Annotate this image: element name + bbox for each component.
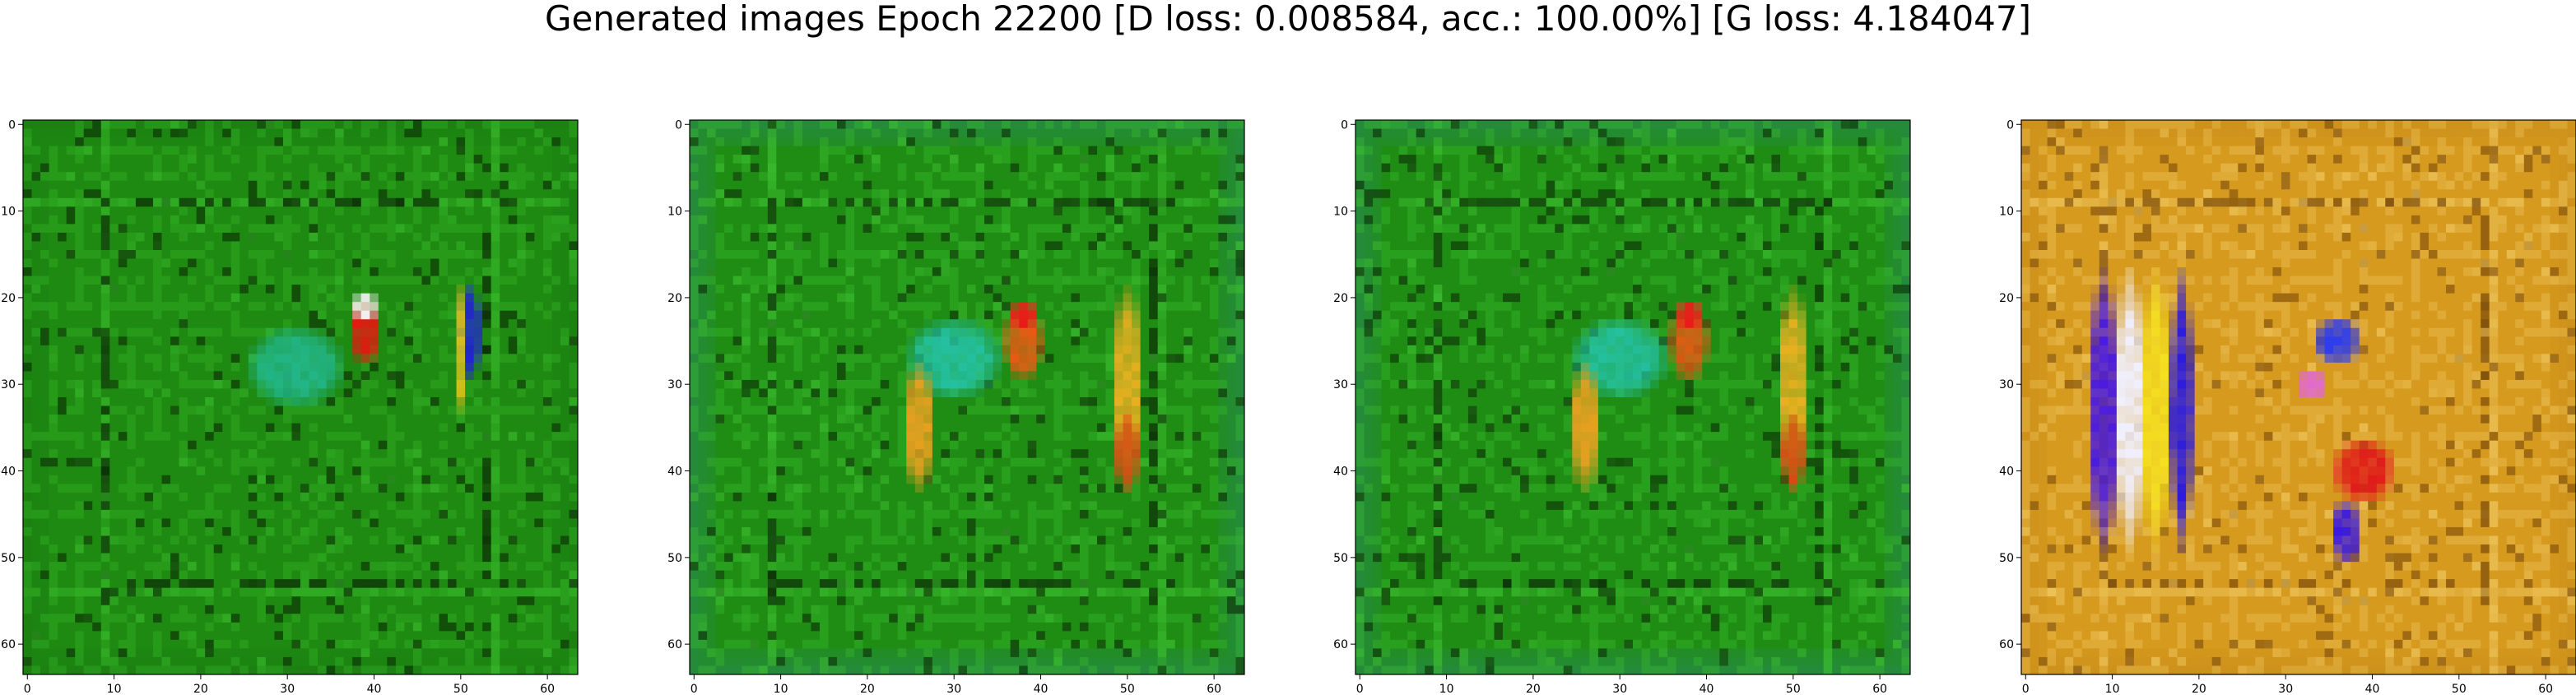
y-tick-label: 50 — [1333, 552, 1348, 565]
x-tick-label: 30 — [946, 683, 961, 695]
y-tick-label: 10 — [1999, 206, 2014, 219]
y-tick-label: 40 — [667, 466, 682, 479]
y-tick-label: 10 — [667, 206, 682, 219]
y-tick-label: 50 — [667, 552, 682, 565]
x-tick-label: 30 — [1612, 683, 1627, 695]
x-tick-label: 0 — [24, 683, 31, 695]
y-tick-label: 20 — [1, 292, 16, 305]
y-tick-label: 20 — [667, 292, 682, 305]
x-tick-label: 30 — [280, 683, 295, 695]
x-tick-label: 10 — [2105, 683, 2120, 695]
generated-image-4 — [2021, 120, 2576, 675]
y-tick-label: 0 — [2006, 118, 2014, 132]
x-tick-label: 30 — [2278, 683, 2293, 695]
x-tick-label: 0 — [690, 683, 698, 695]
y-tick-label: 30 — [1999, 378, 2014, 392]
y-tick-label: 60 — [1, 638, 16, 651]
x-tick-label: 20 — [1526, 683, 1541, 695]
x-tick-label: 50 — [2452, 683, 2467, 695]
y-tick-label: 30 — [1, 378, 16, 392]
x-tick-label: 0 — [2022, 683, 2030, 695]
y-tick-label: 50 — [1999, 552, 2014, 565]
y-tick-label: 60 — [1999, 638, 2014, 651]
x-tick-label: 20 — [2192, 683, 2206, 695]
axes-frame — [22, 119, 579, 675]
generated-image-1 — [23, 120, 579, 675]
y-tick-label: 20 — [1999, 292, 2014, 305]
x-tick-label: 40 — [1034, 683, 1049, 695]
y-tick-label: 0 — [675, 118, 682, 132]
y-tick-label: 30 — [667, 378, 682, 392]
x-tick-label: 50 — [1786, 683, 1801, 695]
axes-frame — [1355, 119, 1911, 675]
subplot-1: 0 10 20 30 40 50 60 0 10 20 30 40 50 60 — [1, 118, 579, 695]
generated-image-2 — [690, 120, 1245, 675]
x-tick-label: 60 — [2538, 683, 2553, 695]
x-tick-label: 50 — [453, 683, 468, 695]
subplot-4: 0 10 20 30 40 50 60 0 10 20 30 40 50 60 — [1999, 118, 2576, 695]
x-tick-label: 10 — [107, 683, 122, 695]
x-tick-label: 40 — [1700, 683, 1714, 695]
y-tick-label: 0 — [8, 118, 16, 132]
x-tick-label: 40 — [2365, 683, 2380, 695]
subplot-3: 0 10 20 30 40 50 60 0 10 20 30 40 50 60 — [1333, 118, 1911, 695]
y-tick-label: 10 — [1333, 206, 1348, 219]
figure-title: Generated images Epoch 22200 [D loss: 0.… — [544, 0, 2032, 39]
y-tick-label: 40 — [1, 466, 16, 479]
y-tick-label: 20 — [1333, 292, 1348, 305]
x-tick-label: 20 — [193, 683, 208, 695]
x-tick-label: 40 — [367, 683, 382, 695]
axes-frame — [2020, 119, 2576, 675]
y-tick-label: 40 — [1333, 466, 1348, 479]
y-tick-label: 60 — [1333, 638, 1348, 651]
x-tick-label: 60 — [1872, 683, 1887, 695]
y-tick-label: 10 — [1, 206, 16, 219]
x-tick-label: 10 — [774, 683, 788, 695]
x-tick-label: 60 — [1207, 683, 1221, 695]
x-tick-label: 60 — [540, 683, 555, 695]
subplot-2: 0 10 20 30 40 50 60 0 10 20 30 40 50 60 — [667, 118, 1245, 695]
generated-image-3 — [1355, 120, 1911, 675]
y-tick-label: 40 — [1999, 466, 2014, 479]
y-tick-label: 0 — [1341, 118, 1348, 132]
y-tick-label: 50 — [1, 552, 16, 565]
x-tick-label: 10 — [1439, 683, 1454, 695]
x-tick-label: 0 — [1356, 683, 1364, 695]
y-tick-label: 60 — [667, 638, 682, 651]
x-tick-label: 50 — [1120, 683, 1135, 695]
x-tick-label: 20 — [860, 683, 875, 695]
axes-frame — [689, 119, 1245, 675]
y-tick-label: 30 — [1333, 378, 1348, 392]
